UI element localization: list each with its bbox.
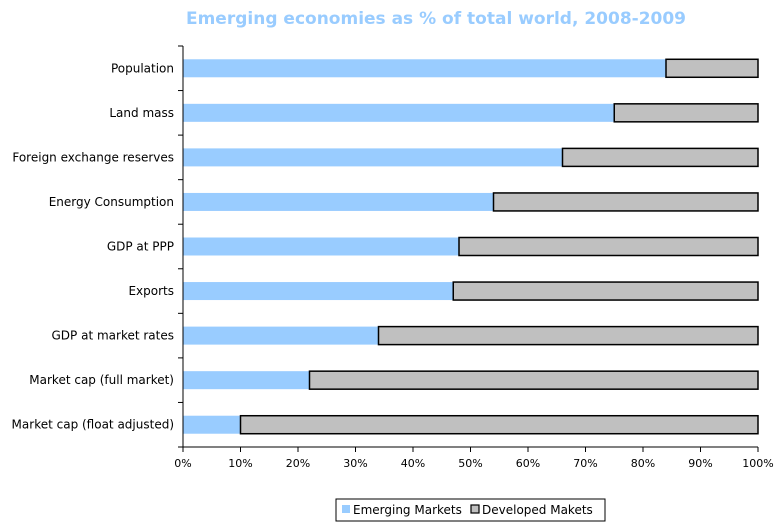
bar-developed-2: [561, 147, 759, 168]
x-tick-label: 30%: [343, 457, 367, 470]
category-label: Land mass: [109, 106, 174, 120]
tick-labels: 0% 10% 20% 30% 40% 50% 60% 70% 80% 90% 100%: [174, 457, 773, 470]
bars-group: [183, 58, 759, 435]
bar-emerging-7: [183, 371, 310, 390]
bar-emerging-0: [183, 59, 666, 78]
category-label: Population: [111, 61, 174, 75]
bar-emerging-8: [183, 415, 241, 434]
category-label: Market cap (float adjusted): [12, 418, 174, 432]
bar-emerging-3: [183, 192, 494, 211]
x-tick-label: 60%: [516, 457, 540, 470]
chart-title: Emerging economies as % of total world, …: [186, 9, 686, 29]
bar-emerging-4: [183, 237, 459, 256]
bar-developed-3: [492, 192, 759, 212]
bar-developed-0: [665, 58, 759, 79]
legend: Emerging Markets Developed Makets: [335, 498, 606, 522]
category-label: Energy Consumption: [49, 195, 174, 209]
x-tick-label: 0%: [174, 457, 191, 470]
legend-label-emerging: Emerging Markets: [353, 503, 462, 517]
legend-swatch-emerging: [342, 505, 350, 513]
x-tick-label: 80%: [631, 457, 655, 470]
category-label: Exports: [128, 284, 174, 298]
bar-developed-5: [452, 281, 759, 301]
bar-emerging-2: [183, 148, 563, 167]
x-tick-label: 10%: [228, 457, 252, 470]
x-tick-label: 70%: [573, 457, 597, 470]
legend-swatch-developed: [470, 504, 480, 514]
bar-developed-6: [377, 325, 759, 346]
bar-developed-7: [308, 370, 759, 390]
bar-developed-4: [458, 236, 759, 257]
x-tick-label: 50%: [458, 457, 482, 470]
x-tick-label: 100%: [742, 457, 773, 470]
category-label: Foreign exchange reserves: [12, 150, 174, 164]
x-tick-label: 90%: [688, 457, 712, 470]
axes-group: [178, 45, 759, 452]
category-label: GDP at PPP: [107, 240, 174, 254]
legend-label-developed: Developed Makets: [482, 503, 593, 517]
bar-emerging-1: [183, 103, 615, 122]
bar-developed-1: [613, 103, 759, 123]
bar-emerging-6: [183, 326, 379, 345]
category-labels: Population Land mass Foreign exchange rese…: [12, 61, 174, 431]
x-tick-label: 40%: [401, 457, 425, 470]
category-label: GDP at market rates: [52, 329, 175, 343]
bar-emerging-5: [183, 282, 454, 301]
x-tick-label: 20%: [286, 457, 310, 470]
category-label: Market cap (full market): [29, 373, 174, 387]
bar-developed-8: [239, 414, 759, 435]
